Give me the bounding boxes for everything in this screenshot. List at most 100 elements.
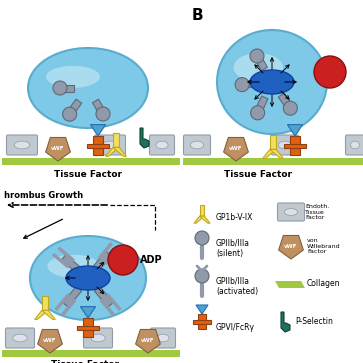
Text: B: B (192, 8, 204, 23)
Text: GPIIb/IIIa
(activated): GPIIb/IIIa (activated) (216, 276, 258, 296)
Polygon shape (287, 125, 303, 136)
Polygon shape (263, 150, 276, 158)
FancyBboxPatch shape (7, 135, 37, 155)
Text: vWF: vWF (51, 146, 65, 151)
Polygon shape (196, 305, 208, 314)
Text: P-Selectin: P-Selectin (295, 317, 333, 326)
FancyBboxPatch shape (277, 203, 305, 221)
Polygon shape (281, 312, 290, 332)
FancyBboxPatch shape (346, 135, 363, 155)
FancyBboxPatch shape (272, 135, 298, 155)
Circle shape (284, 101, 297, 115)
Polygon shape (198, 314, 206, 329)
Polygon shape (94, 251, 111, 270)
FancyBboxPatch shape (83, 328, 113, 348)
Circle shape (53, 81, 67, 95)
Text: vWF: vWF (43, 338, 57, 343)
Polygon shape (34, 310, 48, 319)
Ellipse shape (13, 334, 27, 342)
Polygon shape (38, 330, 62, 353)
Polygon shape (193, 320, 211, 324)
Text: von
Willebrand
Factor: von Willebrand Factor (307, 238, 340, 254)
Polygon shape (87, 144, 109, 148)
Ellipse shape (250, 70, 294, 94)
Polygon shape (140, 128, 149, 148)
Text: Endoth.
Tissue
Factor: Endoth. Tissue Factor (305, 204, 329, 220)
Text: hrombus Growth: hrombus Growth (4, 191, 83, 200)
Polygon shape (284, 144, 306, 148)
Polygon shape (270, 135, 276, 150)
Polygon shape (113, 147, 126, 156)
Polygon shape (83, 318, 93, 337)
Ellipse shape (284, 209, 298, 215)
Ellipse shape (233, 53, 283, 82)
Polygon shape (42, 310, 55, 319)
Polygon shape (136, 330, 160, 353)
Ellipse shape (14, 141, 30, 149)
Ellipse shape (48, 255, 99, 278)
Text: Tissue Factor: Tissue Factor (54, 170, 122, 179)
Ellipse shape (91, 334, 105, 342)
Ellipse shape (66, 266, 110, 290)
Ellipse shape (351, 141, 359, 149)
Circle shape (314, 56, 346, 88)
Text: ADP: ADP (140, 255, 163, 265)
Polygon shape (90, 125, 106, 136)
Polygon shape (94, 286, 113, 307)
Ellipse shape (156, 141, 168, 149)
FancyBboxPatch shape (94, 135, 126, 155)
FancyBboxPatch shape (5, 328, 34, 348)
Text: GPVI/FcRγ: GPVI/FcRγ (216, 322, 255, 331)
Circle shape (96, 107, 110, 121)
Text: vWF: vWF (141, 338, 155, 343)
Polygon shape (42, 296, 48, 310)
Circle shape (108, 245, 138, 275)
Circle shape (195, 269, 209, 283)
Polygon shape (275, 281, 305, 288)
Text: Collagen: Collagen (307, 280, 340, 289)
Ellipse shape (278, 141, 291, 149)
Polygon shape (200, 205, 204, 216)
FancyBboxPatch shape (150, 135, 175, 155)
Polygon shape (67, 99, 82, 116)
Polygon shape (61, 255, 81, 273)
Polygon shape (242, 80, 257, 88)
Circle shape (250, 106, 265, 120)
Ellipse shape (217, 30, 327, 134)
Polygon shape (2, 158, 180, 165)
Polygon shape (224, 138, 248, 161)
FancyBboxPatch shape (151, 328, 175, 348)
Ellipse shape (157, 334, 169, 342)
Polygon shape (194, 216, 204, 223)
Ellipse shape (46, 66, 100, 88)
Polygon shape (200, 216, 210, 223)
Ellipse shape (102, 141, 118, 149)
Polygon shape (77, 326, 99, 330)
Polygon shape (2, 350, 180, 357)
Polygon shape (46, 138, 70, 161)
Text: vWF: vWF (284, 244, 298, 249)
Text: vWF: vWF (229, 146, 243, 151)
Polygon shape (93, 99, 106, 116)
Polygon shape (270, 150, 284, 158)
FancyBboxPatch shape (184, 135, 211, 155)
Polygon shape (93, 136, 103, 155)
Circle shape (250, 49, 264, 63)
Polygon shape (63, 286, 82, 307)
Polygon shape (254, 96, 268, 114)
Text: GP1b-V-IX: GP1b-V-IX (216, 213, 253, 223)
Circle shape (235, 78, 249, 91)
Ellipse shape (28, 48, 148, 128)
Polygon shape (254, 54, 268, 71)
Polygon shape (279, 236, 303, 259)
Ellipse shape (191, 141, 204, 149)
Polygon shape (80, 307, 95, 318)
Ellipse shape (30, 236, 146, 320)
Polygon shape (106, 147, 119, 156)
Polygon shape (113, 133, 119, 147)
Polygon shape (290, 136, 300, 155)
Polygon shape (60, 85, 74, 91)
Text: Tissue Factor: Tissue Factor (224, 170, 292, 179)
Polygon shape (278, 93, 293, 110)
Text: Tissue Factor: Tissue Factor (51, 360, 119, 363)
